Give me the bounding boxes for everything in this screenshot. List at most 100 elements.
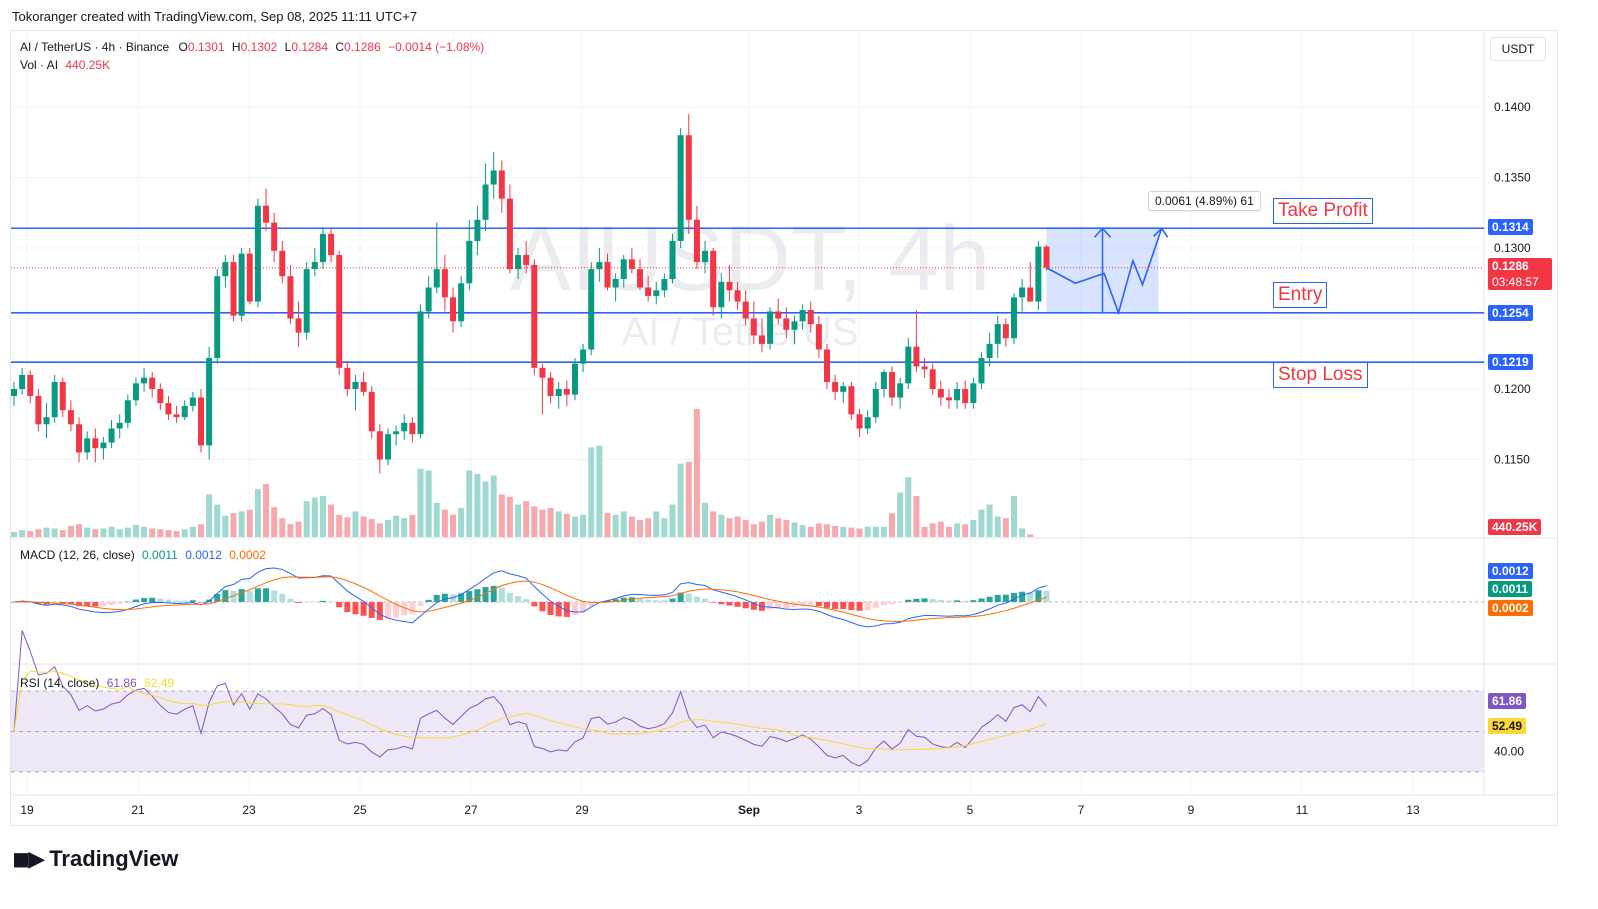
macd-hist-bar [311, 602, 318, 603]
candle-body [767, 311, 774, 344]
rsi-tag: 61.86 [1488, 693, 1527, 709]
symbol-name[interactable]: AI / TetherUS · 4h · Binance [20, 40, 170, 54]
macd-hist-bar [214, 593, 221, 602]
volume-bar [824, 524, 830, 537]
macd-hist-bar [67, 602, 74, 605]
macd-hist-bar [238, 589, 245, 602]
macd-hist-bar [702, 598, 709, 602]
macd-hist-bar [100, 602, 107, 607]
volume-bar [360, 516, 367, 537]
candle-body [238, 253, 245, 316]
candle-body [165, 403, 172, 415]
volume-bar [637, 519, 644, 537]
candle-body [588, 269, 595, 350]
macd-label[interactable]: MACD (12, 26, close) [20, 548, 135, 562]
rsi-pane [11, 630, 1484, 773]
candle-body [474, 219, 481, 241]
volume-label[interactable]: Vol · AI [20, 58, 59, 72]
volume-bar [515, 504, 522, 537]
volume-bar [295, 521, 302, 537]
candle-body [84, 438, 91, 453]
x-tick-label: 3 [856, 803, 863, 817]
take-profit-label[interactable]: Take Profit [1273, 198, 1373, 224]
volume-bar [832, 525, 839, 537]
candle-body [669, 240, 676, 280]
macd-hist-bar [1035, 590, 1042, 602]
candle-body [742, 301, 749, 319]
candles [11, 114, 1484, 474]
low-label: L [284, 40, 292, 54]
macd-hist-bar [189, 600, 196, 602]
candle-body [498, 170, 505, 199]
candle-body [872, 389, 879, 418]
volume-bar [612, 514, 619, 537]
macd-hist-bar [872, 602, 879, 608]
macd-signal-tag: 0.0002 [1488, 600, 1533, 616]
candle-body [263, 205, 270, 223]
volume-bar [1027, 534, 1034, 537]
close-value: 0.1286 [344, 40, 381, 54]
volume-bars [11, 409, 1034, 537]
macd-hist-bar [498, 587, 505, 602]
candle-body [905, 346, 912, 384]
macd-hist-bar [11, 602, 17, 603]
macd-hist-bar [441, 593, 448, 602]
watermark-title: AIUSDT, 4h [510, 208, 991, 310]
measure-arrowhead [1093, 227, 1112, 238]
price-tick-label: 0.1200 [1494, 382, 1531, 396]
macd-hist-bar [612, 599, 619, 602]
candle-body [1002, 324, 1009, 339]
macd-hist-bar [409, 602, 416, 614]
measure-label[interactable]: 0.0061 (4.89%) 61 [1148, 191, 1261, 211]
candle-body [637, 269, 644, 288]
volume-bar [620, 511, 627, 537]
candle-body [791, 321, 798, 330]
volume-bar [59, 530, 66, 537]
macd-hist-bar [173, 600, 180, 602]
macd-hist-bar [149, 597, 156, 602]
volume-bar [132, 525, 139, 537]
x-tick-label: 5 [967, 803, 974, 817]
candle-body [376, 431, 383, 460]
macd-hist-bar [108, 602, 115, 606]
volume-bar [482, 481, 489, 537]
candle-body [856, 414, 863, 429]
candle-body [1043, 246, 1050, 268]
volume-bar [661, 518, 668, 537]
x-tick-label: 13 [1406, 803, 1420, 817]
macd-hist-bar [775, 602, 782, 609]
tradingview-logo-text: TradingView [49, 846, 179, 871]
macd-hist-bar [1019, 591, 1026, 602]
candle-body [750, 318, 757, 336]
watermark-subtitle: AI / TetherUS [621, 310, 858, 354]
candle-body [100, 442, 107, 449]
price-tick-label: 0.1350 [1494, 171, 1531, 185]
rsi-label[interactable]: RSI (14, close) [20, 676, 100, 690]
volume-bar [67, 525, 74, 537]
tradingview-logo[interactable]: ◼︎▶ TradingView [12, 846, 178, 872]
candle-body [295, 318, 302, 333]
macd-hist-bar [734, 602, 741, 607]
volume-bar [466, 470, 473, 537]
macd-hist-bar [1027, 592, 1034, 602]
high-value: 0.1302 [240, 40, 278, 54]
macd-hist-bar [799, 602, 806, 606]
volume-value: 440.25K [65, 58, 111, 72]
volume-bar [1002, 518, 1009, 537]
macd-hist-bar [401, 602, 408, 616]
candle-body [718, 281, 725, 308]
stop-loss-label[interactable]: Stop Loss [1273, 362, 1368, 388]
candle-body [506, 198, 513, 270]
volume-legend: Vol · AI 440.25K [20, 58, 110, 72]
candle-body [328, 233, 335, 256]
volume-bar [523, 501, 530, 537]
entry-label[interactable]: Entry [1273, 282, 1328, 308]
macd-hist-bar [328, 601, 335, 602]
candle-body [913, 346, 920, 367]
macd-hist-bar [750, 602, 757, 610]
macd-hist-bar [978, 598, 985, 602]
currency-button[interactable]: USDT [1490, 37, 1546, 61]
volume-bar [726, 518, 733, 537]
volume-bar [645, 518, 652, 537]
